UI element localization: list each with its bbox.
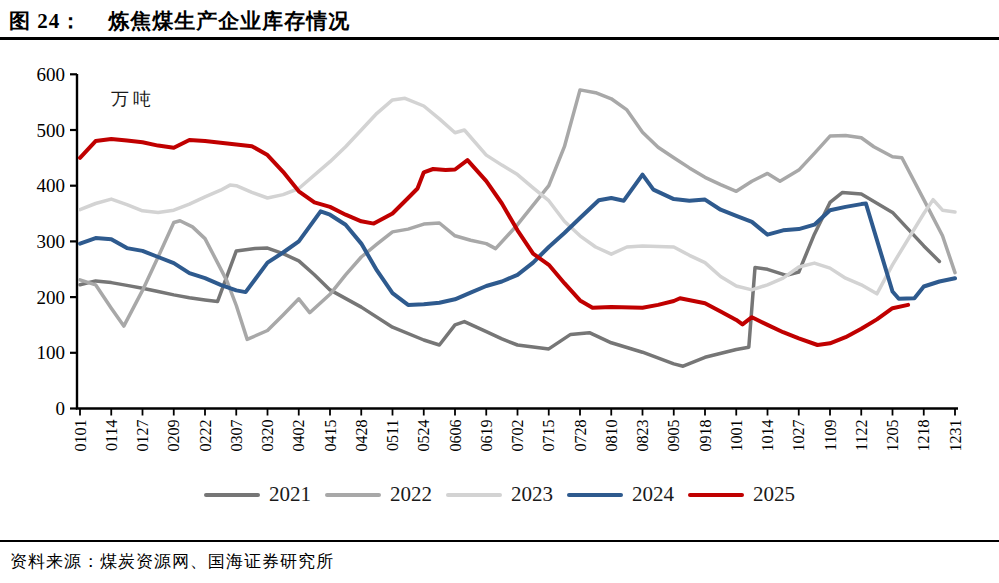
x-tick-label: 1027 xyxy=(790,420,807,452)
x-tick-label: 1205 xyxy=(884,420,901,452)
source-text: 资料来源：煤炭资源网、国海证券研究所 xyxy=(10,552,334,571)
x-tick-label: 0402 xyxy=(290,420,307,452)
legend-label-2023: 2023 xyxy=(511,484,553,505)
x-tick-label: 1014 xyxy=(759,420,776,452)
legend-swatch-2021 xyxy=(204,493,260,497)
legend-item-2025: 2025 xyxy=(688,484,795,505)
x-tick-label: 0619 xyxy=(478,420,495,452)
legend-swatch-2022 xyxy=(325,493,381,497)
x-tick-label: 0320 xyxy=(259,420,276,452)
y-tick-label: 0 xyxy=(56,398,66,419)
source-divider xyxy=(0,540,999,542)
y-tick-label: 300 xyxy=(37,231,66,252)
y-tick-label: 200 xyxy=(37,287,66,308)
legend-label-2024: 2024 xyxy=(632,484,674,505)
inventory-line-chart: 0100200300400500600010101140127020902220… xyxy=(0,40,999,478)
x-tick-label: 0415 xyxy=(322,420,339,452)
legend-label-2021: 2021 xyxy=(269,484,311,505)
x-tick-label: 0222 xyxy=(197,420,214,452)
x-tick-label: 0101 xyxy=(72,420,89,452)
x-tick-label: 0728 xyxy=(572,420,589,452)
legend-label-2022: 2022 xyxy=(390,484,432,505)
x-tick-label: 0524 xyxy=(415,420,432,452)
x-tick-label: 1231 xyxy=(947,420,964,452)
x-tick-label: 0606 xyxy=(447,420,464,452)
x-tick-label: 0307 xyxy=(228,420,245,452)
legend-swatch-2023 xyxy=(446,493,502,497)
figure-source: 资料来源：煤炭资源网、国海证券研究所 xyxy=(10,550,334,573)
x-tick-label: 0823 xyxy=(634,420,651,452)
x-tick-label: 1218 xyxy=(915,420,932,452)
x-tick-label: 0715 xyxy=(540,420,557,452)
series-line-2025 xyxy=(80,139,908,345)
x-tick-label: 0114 xyxy=(103,420,120,451)
report-figure-page: 图 24： 炼焦煤生产企业库存情况 0 100 200 300 400 500 600 0101… xyxy=(0,0,999,583)
y-axis: 0 100 200 300 400 500 600 xyxy=(37,64,78,419)
legend-item-2023: 2023 xyxy=(446,484,553,505)
y-tick-label: 100 xyxy=(37,342,66,363)
figure-number-label: 图 24： xyxy=(9,9,82,33)
unit-label: 万吨 xyxy=(111,89,155,109)
x-tick-label: 0428 xyxy=(353,420,370,452)
legend-item-2022: 2022 xyxy=(325,484,432,505)
legend-swatch-2024 xyxy=(567,493,623,497)
figure-title: 炼焦煤生产企业库存情况 xyxy=(108,9,350,33)
x-tick-label: 0127 xyxy=(134,420,151,452)
legend-item-2024: 2024 xyxy=(567,484,674,505)
figure-header: 图 24： 炼焦煤生产企业库存情况 xyxy=(9,7,350,35)
x-tick-label: 0918 xyxy=(697,420,714,452)
x-tick-label: 0905 xyxy=(665,420,682,452)
legend-label-2025: 2025 xyxy=(753,484,795,505)
x-tick-label: 1122 xyxy=(853,420,870,451)
y-tick-label: 600 xyxy=(37,64,66,85)
x-tick-label: 1109 xyxy=(822,420,839,451)
x-tick-label: 0209 xyxy=(165,420,182,452)
legend-item-2021: 2021 xyxy=(204,484,311,505)
x-tick-label: 0511 xyxy=(384,420,401,451)
legend-swatch-2025 xyxy=(688,493,744,497)
x-tick-label: 1001 xyxy=(728,420,745,452)
y-tick-label: 500 xyxy=(37,120,66,141)
x-tick-label: 0810 xyxy=(603,420,620,452)
axis-lines xyxy=(77,74,958,409)
x-tick-label: 0702 xyxy=(509,420,526,452)
y-tick-label: 400 xyxy=(37,175,66,196)
chart-legend: 2021 2022 2023 2024 2025 xyxy=(0,484,999,505)
x-axis: 0101 0114 0127 0209 0222 0307 0320 0402 0415 0428… xyxy=(72,409,964,452)
series-line-2023 xyxy=(80,98,955,293)
